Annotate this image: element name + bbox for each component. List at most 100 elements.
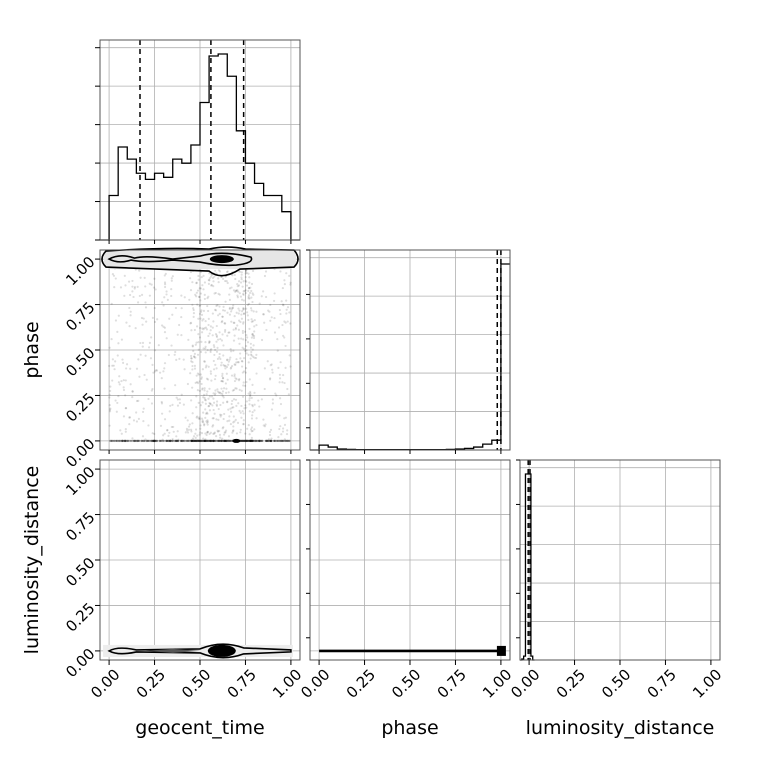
sample-point (262, 418, 265, 421)
sample-point (164, 272, 167, 275)
sample-point (218, 433, 222, 436)
sample-point (228, 415, 231, 418)
sample-point (218, 439, 221, 443)
sample-point (162, 304, 165, 307)
sample-point (268, 430, 272, 434)
sample-point (226, 334, 229, 337)
contour-inner (145, 648, 200, 653)
sample-point (249, 439, 252, 443)
sample-point (162, 370, 165, 373)
sample-point (235, 358, 238, 361)
sample-point (241, 439, 244, 443)
sample-point (246, 439, 250, 443)
sample-point (163, 296, 166, 299)
sample-point (242, 347, 246, 350)
sample-point (218, 439, 221, 443)
sample-point (184, 439, 188, 443)
sample-point (131, 390, 134, 393)
sample-point (200, 276, 203, 279)
sample-point (230, 308, 233, 311)
sample-point (247, 287, 251, 290)
sample-point (198, 287, 201, 290)
sample-point (216, 439, 219, 443)
x-tick-label: 0.00 (87, 666, 123, 702)
sample-point (245, 280, 248, 283)
sample-point (249, 353, 253, 356)
sample-point (246, 439, 249, 443)
sample-point (207, 439, 210, 443)
sample-point (249, 439, 252, 443)
sample-point (146, 439, 150, 443)
sample-point (135, 439, 139, 443)
sample-point (174, 350, 177, 354)
sample-point (220, 361, 223, 364)
sample-point (150, 389, 153, 392)
sample-point (197, 348, 200, 351)
sample-point (131, 279, 134, 283)
sample-point (209, 439, 212, 443)
sample-point (242, 322, 245, 325)
sample-point (203, 360, 207, 363)
sample-point (212, 439, 215, 443)
sample-point (275, 439, 279, 443)
sample-point (170, 277, 173, 280)
sample-point (128, 439, 131, 443)
sample-point (150, 283, 153, 286)
sample-point (161, 439, 164, 443)
sample-point (190, 329, 193, 332)
sample-point (130, 439, 133, 443)
sample-point (191, 386, 194, 389)
sample-point (209, 439, 213, 443)
sample-point (221, 377, 225, 380)
sample-point (244, 384, 247, 387)
sample-point (280, 300, 283, 303)
sample-point (251, 414, 254, 417)
sample-point (120, 432, 123, 435)
sample-point (202, 328, 205, 331)
sample-point (258, 439, 261, 443)
sample-point (175, 396, 178, 399)
sample-point (222, 439, 225, 443)
sample-point (190, 439, 193, 443)
sample-point (123, 439, 126, 443)
sample-point (272, 439, 275, 443)
x-tick-label: 0.75 (224, 666, 260, 702)
sample-point (266, 439, 269, 443)
sample-point (254, 439, 257, 443)
sample-point (286, 306, 290, 309)
sample-point (140, 439, 144, 443)
sample-point (187, 425, 191, 428)
sample-point (269, 377, 272, 380)
sample-point (253, 439, 256, 443)
sample-point (150, 336, 153, 339)
sample-point (281, 439, 284, 443)
sample-point (208, 432, 211, 435)
sample-point (231, 389, 235, 392)
sample-point (270, 437, 273, 440)
sample-point (242, 370, 246, 373)
sample-point (211, 276, 215, 280)
sample-point (109, 439, 112, 443)
sample-point (199, 310, 203, 313)
sample-point (117, 314, 120, 317)
sample-point (205, 439, 209, 443)
density-spot (232, 438, 241, 443)
sample-point (226, 400, 229, 403)
sample-point (213, 378, 217, 381)
sample-point (170, 287, 173, 291)
sample-point (255, 439, 259, 443)
sample-point (235, 361, 238, 364)
sample-point (247, 272, 250, 275)
sample-point (231, 399, 234, 403)
sample-point (263, 274, 267, 278)
sample-point (197, 439, 200, 443)
sample-point (249, 439, 252, 443)
sample-point (238, 377, 241, 381)
sample-point (204, 320, 207, 323)
sample-point (285, 432, 289, 436)
sample-point (232, 349, 235, 352)
sample-point (241, 410, 244, 413)
sample-point (235, 387, 238, 390)
sample-point (202, 439, 205, 443)
sample-point (173, 439, 176, 443)
